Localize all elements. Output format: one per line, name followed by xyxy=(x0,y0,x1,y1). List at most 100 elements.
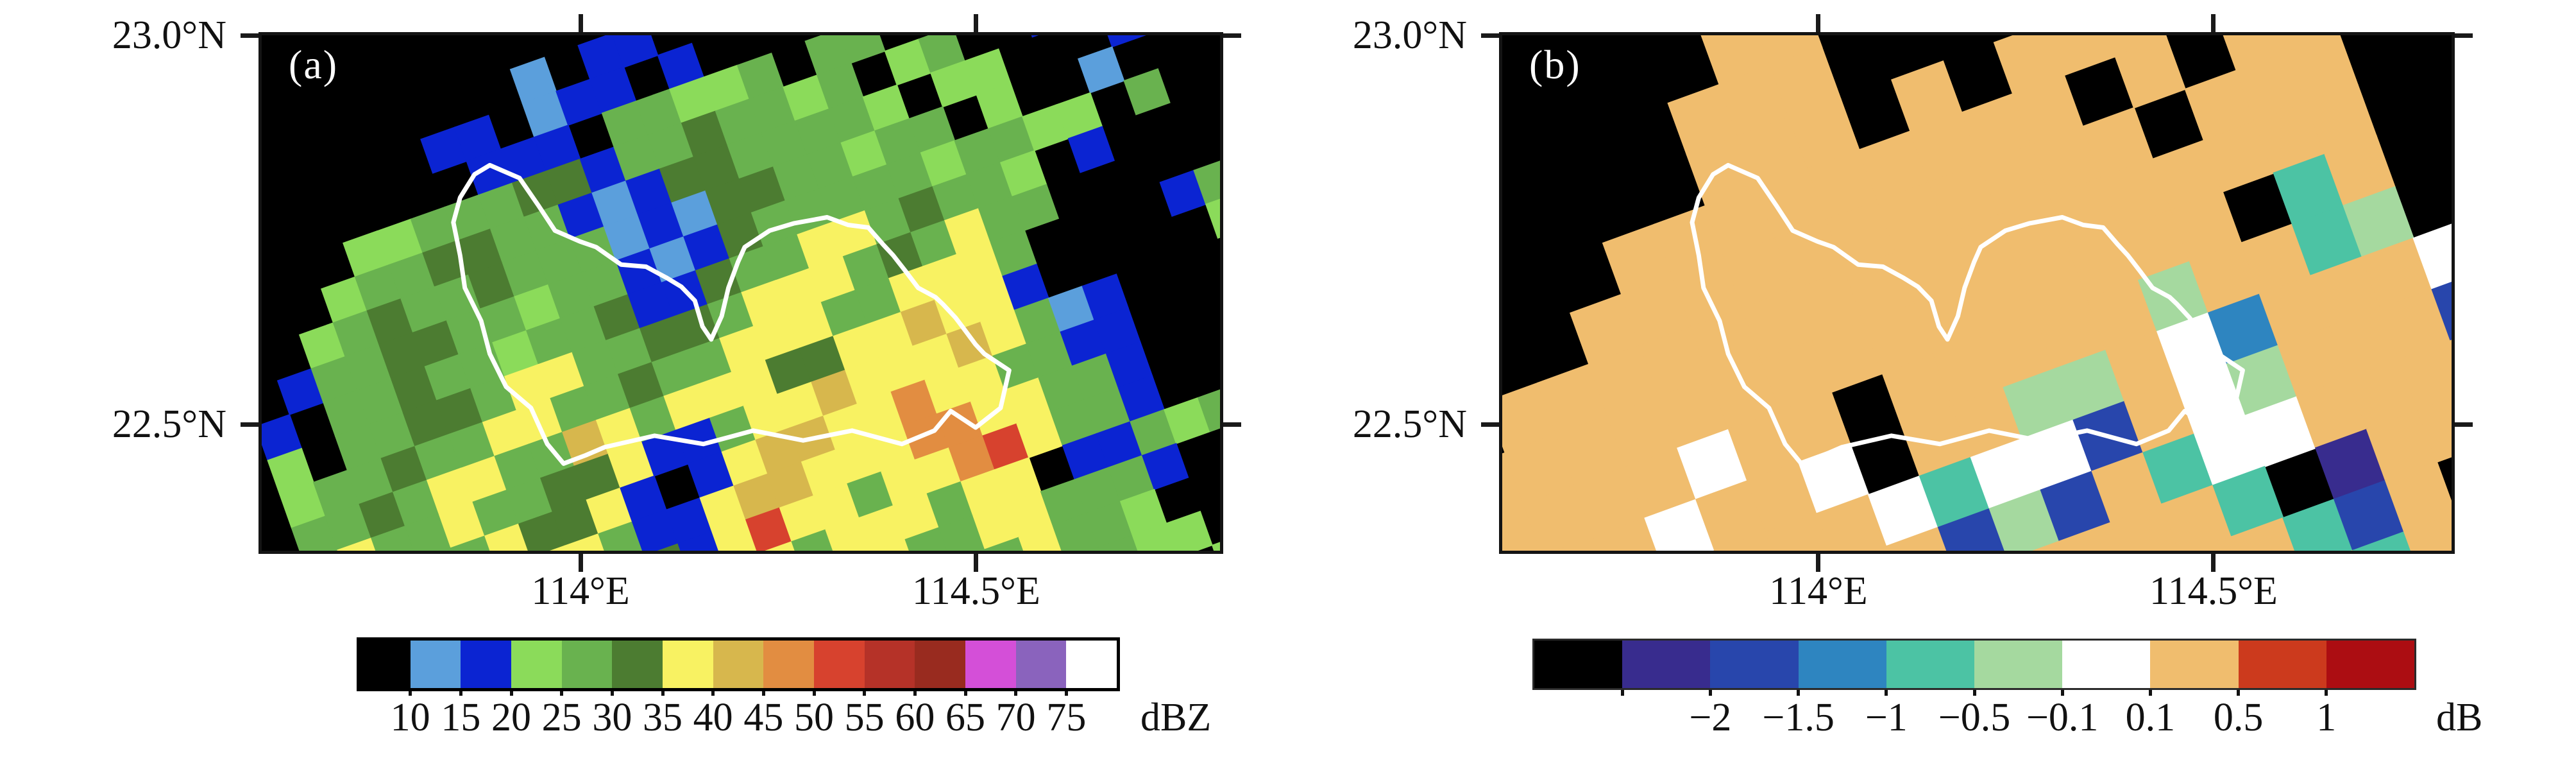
colorbar-tick xyxy=(1064,688,1068,696)
map-cell xyxy=(1165,510,1213,551)
map-cell xyxy=(2161,484,2233,551)
map-cell xyxy=(620,475,667,523)
map-cell xyxy=(1502,382,1557,454)
lat-tick-label: 23.0°N xyxy=(112,13,226,57)
map-cell xyxy=(393,479,440,527)
map-cell xyxy=(2217,35,2289,72)
lat-tick-label: 22.5°N xyxy=(1352,402,1467,447)
map-cell xyxy=(992,343,1040,391)
map-cell xyxy=(1863,302,1935,375)
map-cell xyxy=(2412,218,2452,291)
colorbar-segment xyxy=(561,641,613,688)
map-cell xyxy=(1970,438,2042,510)
colorbar-tick xyxy=(1885,688,1888,696)
map-cell xyxy=(2058,522,2131,551)
map-cell xyxy=(2091,452,2163,524)
map-cell xyxy=(1123,68,1171,116)
map-cell xyxy=(1002,263,1049,311)
map-cell xyxy=(1858,130,1930,202)
colorbar-tick xyxy=(1708,688,1712,696)
map-cell xyxy=(2403,512,2452,551)
map-cell xyxy=(665,497,713,545)
map-cell xyxy=(699,485,747,533)
map-cell xyxy=(2151,139,2224,212)
colorbar-tick xyxy=(459,688,462,696)
map-cell xyxy=(1770,46,1842,118)
map-cell xyxy=(982,423,1030,470)
map-cell xyxy=(468,262,516,309)
map-cell xyxy=(584,374,631,421)
map-cell xyxy=(2054,349,2126,421)
map-cell xyxy=(2258,275,2331,347)
map-cell xyxy=(1086,501,1133,548)
map-cell xyxy=(2380,288,2452,361)
map-cell xyxy=(436,388,484,435)
map-cell xyxy=(635,89,682,136)
colorbar-tick-label: 70 xyxy=(996,696,1036,739)
map-cell xyxy=(598,521,645,551)
colorbar-tick-label: 40 xyxy=(693,696,733,739)
map-cell xyxy=(1704,186,1777,258)
map-cell xyxy=(2021,419,2093,491)
map-cell xyxy=(1078,46,1125,94)
map-cell xyxy=(615,248,663,296)
map-cell xyxy=(719,325,767,373)
map-cell xyxy=(276,368,325,415)
map-cell xyxy=(480,296,527,343)
map-cell xyxy=(2366,409,2438,482)
map-cell xyxy=(1779,391,1851,463)
map-cell xyxy=(559,306,607,354)
colorbar-dbz-unit: dBZ xyxy=(1140,696,1212,739)
map-cell xyxy=(799,335,846,383)
city-boundary-outline xyxy=(451,162,1012,466)
map-cell xyxy=(570,226,617,273)
map-cell xyxy=(1019,35,1067,38)
map-cell xyxy=(1574,466,1646,538)
colorbar-segment xyxy=(763,641,815,688)
map-cell xyxy=(438,501,486,549)
map-cell xyxy=(1886,526,1958,551)
map-cell xyxy=(2398,340,2452,412)
map-cell xyxy=(1117,375,1165,422)
map-cell xyxy=(806,142,854,190)
map-cell xyxy=(804,35,852,76)
map-cell xyxy=(557,192,605,240)
lon-tick-label: 114.5°E xyxy=(911,569,1040,613)
colorbar-segment xyxy=(814,641,865,688)
map-cell xyxy=(380,445,428,493)
colorbar-tick xyxy=(409,688,412,696)
colorbar-tick xyxy=(2148,688,2152,696)
map-cell xyxy=(450,535,498,551)
map-cell xyxy=(669,76,716,124)
map-cell xyxy=(2273,153,2345,225)
map-cell xyxy=(910,220,958,268)
colorbar-segment xyxy=(1015,641,1067,688)
map-cell xyxy=(552,499,600,547)
map-cell xyxy=(611,35,659,68)
colorbar-tick-label: 35 xyxy=(643,696,682,739)
map-cell xyxy=(856,391,904,439)
map-cell xyxy=(763,234,810,282)
map-cell xyxy=(888,266,936,313)
map-cell xyxy=(298,322,346,370)
map-cell xyxy=(695,258,743,306)
map-cell xyxy=(618,361,665,409)
cell-grid xyxy=(262,35,1220,551)
map-cell xyxy=(1937,508,2010,551)
map-cell xyxy=(2114,37,2187,109)
map-cell xyxy=(337,537,384,551)
map-cell xyxy=(388,252,436,300)
map-cell xyxy=(466,148,513,196)
map-cell xyxy=(434,274,482,322)
map-cell xyxy=(727,132,774,180)
map-cell xyxy=(2235,51,2307,123)
map-cell xyxy=(2287,35,2359,104)
map-cell xyxy=(1050,399,1097,447)
map-cell xyxy=(577,35,625,80)
map-cell xyxy=(705,178,752,226)
map-cell xyxy=(1695,479,1767,551)
map-cell xyxy=(1788,98,1860,169)
map-cell xyxy=(1765,512,1837,551)
map-cell xyxy=(663,383,711,431)
map-cell xyxy=(739,166,786,214)
